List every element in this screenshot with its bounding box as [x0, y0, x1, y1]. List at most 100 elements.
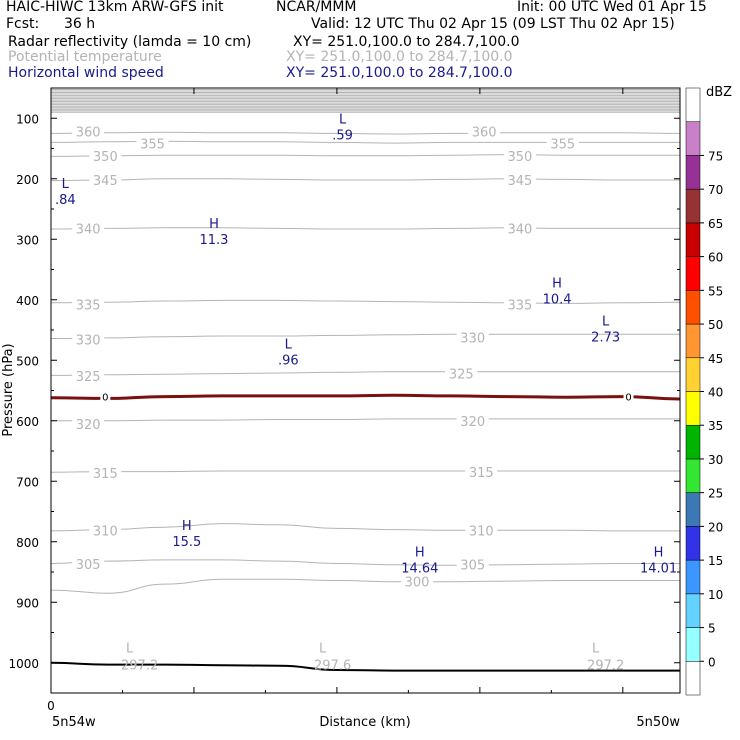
theta-label-bg: [465, 464, 498, 480]
wind-extrema-value: .84: [55, 193, 76, 208]
wind-extrema-value: 10.4: [543, 292, 572, 307]
theta-label-bg: [503, 296, 536, 312]
wind-extrema-symbol: H: [182, 519, 192, 534]
field-wind-xy: XY= 251.0,100.0 to 284.7,100.0: [286, 65, 513, 81]
y-tick-label: 600: [16, 415, 39, 429]
theta-contour-310: [51, 523, 680, 532]
y-tick-label: 1000: [8, 657, 39, 671]
theta-label: 325: [76, 370, 101, 385]
ground-surface-line: [51, 661, 680, 672]
valid-time: Valid: 12 UTC Thu 02 Apr 15 (09 LST Thu …: [311, 16, 675, 32]
theta-label-bg: [503, 220, 536, 236]
theta-contour-315: [51, 470, 680, 473]
colorbar-swatch: [685, 87, 701, 122]
theta-label-bg: [503, 171, 536, 187]
colorbar-swatch: [685, 290, 701, 325]
theta-label: 320: [460, 415, 485, 430]
ground-surface: [51, 661, 680, 672]
colorbar-level-label: 35: [708, 419, 723, 433]
theta-label-bg: [400, 573, 433, 589]
theta-label-bg: [465, 522, 498, 538]
theta-label: 360: [472, 126, 497, 141]
colorbar-unit: dBZ: [706, 85, 732, 100]
x-tick-zero: 0: [47, 699, 55, 713]
theta-contour-325: [51, 371, 680, 376]
theta-label: 310: [93, 524, 118, 539]
ground-low-value: 297.6: [314, 659, 351, 674]
ground-low-symbol: L: [319, 642, 327, 657]
theta-label-bg: [89, 522, 122, 538]
colorbar-level-label: 40: [708, 386, 723, 400]
colorbar-swatch: [685, 492, 701, 527]
theta-label-bg: [468, 123, 501, 139]
colorbar-level-label: 30: [708, 453, 723, 467]
y-tick-label: 200: [16, 173, 39, 187]
forecast-label: Fcst:: [6, 16, 40, 32]
wind-extrema-symbol: L: [602, 314, 610, 329]
colorbar-level-label: 70: [708, 183, 723, 197]
y-tick-label: 900: [16, 596, 39, 610]
theta-label: 305: [460, 559, 485, 574]
colorbar-swatch: [685, 627, 701, 662]
wind-extrema-value: 15.5: [172, 535, 201, 550]
theta-contour-305: [51, 559, 680, 566]
theta-label-bg: [72, 296, 105, 312]
theta-label-bg: [136, 135, 169, 151]
colorbar-swatch: [685, 391, 701, 426]
colorbar-swatch: [685, 357, 701, 392]
theta-label: 310: [469, 524, 494, 539]
ground-low-value: 297.2: [587, 659, 624, 674]
theta-contour-340: [51, 227, 680, 230]
theta-label: 340: [76, 222, 101, 237]
y-tick-label: 800: [16, 536, 39, 550]
wind-extrema-value: 14.01: [640, 562, 677, 577]
theta-label: 355: [140, 138, 165, 153]
theta-label: 360: [76, 126, 101, 141]
field-theta-xy: XY= 251.0,100.0 to 284.7,100.0: [286, 49, 513, 65]
colorbar-level-label: 75: [708, 149, 723, 163]
zero-contour-label-right: 0: [625, 393, 631, 404]
theta-label-bg: [72, 220, 105, 236]
colorbar-level-label: 65: [708, 217, 723, 231]
field-reflectivity-name: Radar reflectivity (lamda = 10 cm): [8, 34, 252, 50]
theta-label: 320: [76, 418, 101, 433]
theta-label: 345: [93, 174, 118, 189]
theta-label-bg: [456, 329, 489, 345]
theta-label-bg: [89, 464, 122, 480]
theta-label: 355: [550, 138, 575, 153]
colorbar-level-label: 15: [708, 554, 723, 568]
colorbar-swatch: [685, 424, 701, 460]
wind-extrema-symbol: L: [285, 337, 293, 352]
wind-extrema-symbol: L: [339, 112, 347, 127]
zero-contour-label-left: 0: [102, 393, 108, 404]
wind-extrema-value: .96: [278, 353, 299, 368]
colorbar: 0 5 10 15 20 25 30 35 40 45 50 55 60 65 70 75: [685, 87, 723, 696]
theta-label-bg: [72, 415, 105, 431]
y-tick-label: 500: [16, 354, 39, 368]
wind-extrema-value: 11.3: [199, 233, 228, 248]
colorbar-level-label: 0: [708, 655, 716, 669]
x-right-location: 5n50w: [636, 715, 680, 730]
theta-label: 335: [76, 299, 101, 314]
theta-label: 345: [507, 174, 532, 189]
forecast-hour: 36 h: [64, 16, 96, 32]
colorbar-swatch: [685, 155, 701, 190]
ground-low-value: 297.2: [121, 659, 158, 674]
colorbar-swatch: [685, 188, 701, 224]
colorbar-level-label: 25: [708, 487, 723, 501]
field-reflectivity-xy: XY= 251.0,100.0 to 284.7,100.0: [293, 34, 520, 50]
y-axis-label: Pressure (hPa): [1, 343, 16, 436]
field-theta-name: Potential temperature: [8, 49, 162, 65]
theta-label-bg: [546, 135, 579, 151]
colorbar-swatch: [685, 323, 701, 359]
wind-extrema-symbol: H: [209, 217, 219, 232]
x-left-location: 5n54w: [52, 715, 96, 730]
theta-label: 330: [460, 331, 485, 346]
theta-label: 335: [507, 299, 532, 314]
theta-label-bg: [89, 147, 122, 163]
theta-label-bg: [456, 556, 489, 572]
y-tick-label: 100: [16, 112, 39, 126]
colorbar-swatch: [685, 458, 701, 493]
theta-label-bg: [72, 556, 105, 572]
